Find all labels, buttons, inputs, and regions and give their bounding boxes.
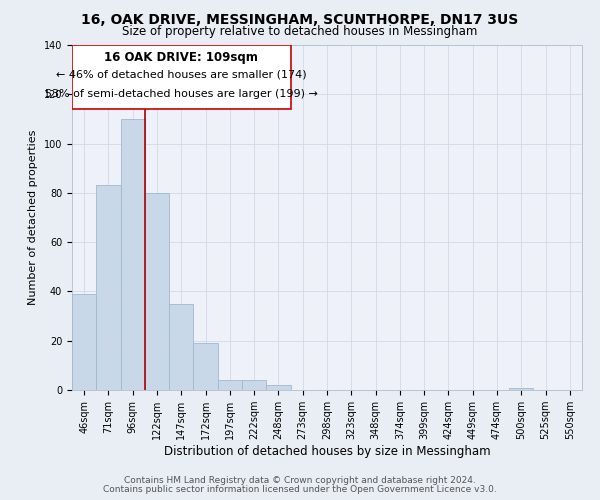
Text: 16, OAK DRIVE, MESSINGHAM, SCUNTHORPE, DN17 3US: 16, OAK DRIVE, MESSINGHAM, SCUNTHORPE, D… [82,12,518,26]
Bar [72,45,290,109]
Bar [96,186,121,390]
Text: 16 OAK DRIVE: 109sqm: 16 OAK DRIVE: 109sqm [104,51,258,64]
Bar [193,343,218,390]
Text: Contains HM Land Registry data © Crown copyright and database right 2024.: Contains HM Land Registry data © Crown c… [124,476,476,485]
Bar [218,380,242,390]
Bar [242,380,266,390]
Text: Size of property relative to detached houses in Messingham: Size of property relative to detached ho… [122,25,478,38]
Bar [121,119,145,390]
Bar [145,193,169,390]
Bar [72,294,96,390]
Bar [509,388,533,390]
X-axis label: Distribution of detached houses by size in Messingham: Distribution of detached houses by size … [164,445,490,458]
Text: Contains public sector information licensed under the Open Government Licence v3: Contains public sector information licen… [103,485,497,494]
Text: ← 46% of detached houses are smaller (174): ← 46% of detached houses are smaller (17… [56,70,307,80]
Bar [169,304,193,390]
Y-axis label: Number of detached properties: Number of detached properties [28,130,38,305]
Text: 53% of semi-detached houses are larger (199) →: 53% of semi-detached houses are larger (… [45,90,318,100]
Bar [266,385,290,390]
